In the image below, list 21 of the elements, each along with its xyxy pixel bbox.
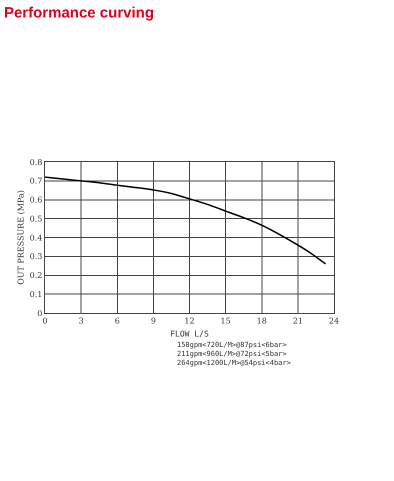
x-tick-label: 6 (114, 316, 120, 326)
x-tick-label: 18 (256, 316, 267, 326)
x-tick-label: 3 (78, 316, 84, 326)
x-tick-label: 9 (150, 316, 156, 326)
y-axis-title: OUT PRESSURE (MPa) (16, 190, 26, 285)
y-tick-label: 0.5 (30, 214, 42, 224)
x-tick-label: 24 (328, 316, 340, 326)
x-tick-label: 21 (292, 316, 303, 326)
y-tick-label: 0 (37, 308, 42, 318)
y-tick-label: 0.6 (30, 196, 42, 205)
y-tick-label: 0.1 (30, 290, 42, 299)
y-tick-label: 0.2 (30, 271, 42, 280)
y-tick-label: 0.4 (30, 233, 42, 242)
line-series (45, 176, 326, 265)
y-tick-label: 0.8 (30, 158, 42, 167)
y-tick-label: 0.3 (30, 252, 42, 262)
x-tick-label: 15 (220, 316, 231, 326)
x-tick-label: 12 (184, 316, 195, 326)
x-axis-title: FLOW L/S (170, 330, 209, 339)
y-tick-label: 0.7 (30, 176, 42, 186)
chart-title: Performance curving (4, 4, 154, 22)
